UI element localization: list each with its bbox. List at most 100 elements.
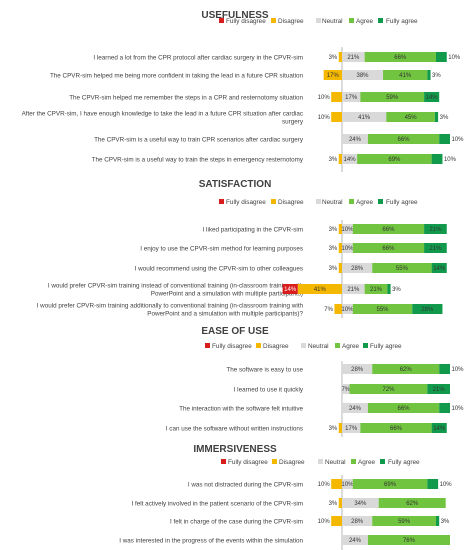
data-label-fully-agree: 21% <box>429 246 442 252</box>
legend-swatch-neutral <box>318 459 323 464</box>
item-label: The CPVR-sim is a useful way to train CP… <box>94 136 304 143</box>
data-label-disagree: 41% <box>314 287 327 293</box>
legend-swatch-neutral <box>316 18 321 23</box>
bar-neutral <box>342 535 368 545</box>
bar-agree <box>378 498 446 508</box>
bar-neutral <box>342 52 365 62</box>
data-label-agree: 62% <box>406 501 419 507</box>
item-label: I enjoy to use the CPVR-sim method for l… <box>140 245 303 252</box>
bar-agree <box>352 243 425 253</box>
bar-agree <box>360 423 432 433</box>
bar-disagree <box>331 479 342 489</box>
item-label: PowerPoint and a simulation with multipl… <box>147 310 303 317</box>
data-label-neutral: 28% <box>351 266 364 272</box>
data-label-agree: 45% <box>405 115 418 121</box>
legend-swatch-fully-disagree <box>219 199 224 204</box>
data-label-agree: 76% <box>403 538 416 544</box>
data-label-neutral: 34% <box>354 501 367 507</box>
bar-neutral <box>342 70 384 80</box>
legend-label-agree: Agree <box>356 199 373 206</box>
bar-fully-agree <box>439 364 450 374</box>
data-label-agree: 66% <box>394 55 407 61</box>
data-label-fully-agree: 28% <box>421 307 434 313</box>
bar-agree <box>383 70 428 80</box>
item-label: I felt in charge of the case during the … <box>170 518 303 525</box>
item-label: I liked participating in the CPVR-sim <box>203 226 303 233</box>
bar-disagree <box>338 498 342 508</box>
legend-swatch-disagree <box>256 343 261 348</box>
legend-label-fully-agree: Fully agree <box>386 199 418 206</box>
legend-label-disagree: Disagree <box>279 459 305 466</box>
bar-agree <box>357 154 432 164</box>
data-label-disagree: 7% <box>324 307 333 313</box>
data-label-fully-agree: 10% <box>448 55 461 61</box>
legend-label-fully-agree: Fully agree <box>386 18 418 25</box>
data-label-fully-agree: 3% <box>441 519 450 525</box>
legend-swatch-fully-disagree <box>205 343 210 348</box>
bar-neutral <box>342 112 387 122</box>
item-label: I can use the software without written i… <box>166 425 303 432</box>
bar-neutral <box>342 516 373 526</box>
data-label-agree: 66% <box>382 246 395 252</box>
data-label-agree: 62% <box>400 367 413 373</box>
data-label-disagree: 10% <box>318 115 331 121</box>
bar-fully-agree <box>424 224 447 234</box>
bar-agree <box>352 479 428 489</box>
legend-swatch-fully-agree <box>378 18 383 23</box>
data-label-neutral: 21% <box>347 287 360 293</box>
item-label: PowerPoint and a simulation with multipl… <box>151 290 303 297</box>
bar-disagree <box>338 263 342 273</box>
legend-swatch-disagree <box>271 199 276 204</box>
chart-panel-2: EASE OF USE Fully disagree Disagree Neutral… <box>166 326 464 437</box>
data-label-fully-agree: 3% <box>432 73 441 79</box>
bar-agree <box>352 304 413 314</box>
legend-label-fully-disagree: Fully disagree <box>226 199 266 206</box>
bar-agree <box>372 516 436 526</box>
chart-title: SATISFACTION <box>199 179 272 190</box>
bar-neutral <box>342 498 379 508</box>
bar-fully-disagree <box>282 284 298 294</box>
item-label: The CPVR-sim helped me being more confid… <box>50 72 304 79</box>
bar-fully-agree <box>435 516 440 526</box>
data-label-agree: 59% <box>398 519 411 525</box>
bar-fully-agree <box>431 154 443 164</box>
bar-neutral <box>342 154 358 164</box>
bar-neutral <box>342 243 353 253</box>
data-label-fully-disagree: 14% <box>284 287 297 293</box>
bar-disagree <box>297 284 342 294</box>
data-label-neutral: 21% <box>347 55 360 61</box>
legend-label-agree: Agree <box>356 18 373 25</box>
data-label-agree: 21% <box>370 287 383 293</box>
data-label-neutral: 17% <box>345 95 358 101</box>
bar-fully-agree <box>431 423 447 433</box>
data-label-neutral: 7% <box>341 387 350 393</box>
data-label-fully-agree: 10% <box>440 482 453 488</box>
legend-label-agree: Agree <box>342 343 359 350</box>
data-label-disagree: 3% <box>329 266 338 272</box>
data-label-agree: 55% <box>376 307 389 313</box>
data-label-agree: 59% <box>386 95 399 101</box>
bar-fully-agree <box>424 243 447 253</box>
data-label-neutral: 38% <box>357 73 370 79</box>
bar-disagree <box>338 52 342 62</box>
bar-disagree <box>338 423 342 433</box>
legend-label-disagree: Disagree <box>278 18 304 25</box>
legend-label-disagree: Disagree <box>278 199 304 206</box>
data-label-neutral: 17% <box>345 426 358 432</box>
data-label-fully-agree: 10% <box>452 406 465 412</box>
data-label-disagree: 10% <box>318 519 331 525</box>
bar-fully-agree <box>412 304 443 314</box>
legend-label-fully-disagree: Fully disagree <box>226 18 266 25</box>
legend-label-fully-agree: Fully agree <box>388 459 420 466</box>
bar-agree <box>352 224 425 234</box>
data-label-disagree: 3% <box>329 227 338 233</box>
item-label: I would prefer CPVR-sim training instead… <box>48 282 304 289</box>
bar-neutral <box>342 284 365 294</box>
data-label-disagree: 17% <box>327 73 340 79</box>
bar-neutral <box>342 92 361 102</box>
bar-neutral <box>342 364 373 374</box>
legend-swatch-agree <box>351 459 356 464</box>
data-label-neutral: 24% <box>349 137 362 143</box>
